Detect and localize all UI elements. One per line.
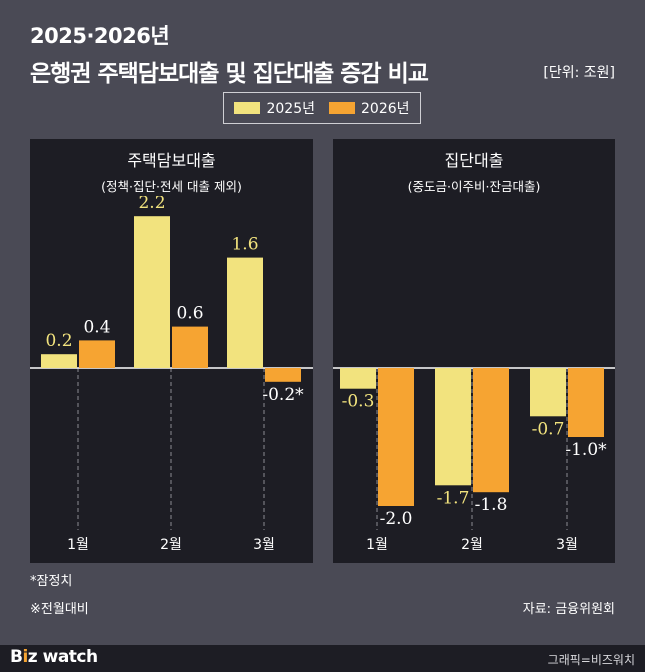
panel-title-group-loan: 집단대출 [444, 151, 504, 170]
legend-item-2026: 2026년 [329, 98, 410, 118]
data-label: 2.2 [138, 193, 165, 213]
bar-2026 [568, 368, 604, 437]
note-provisional: *잠정치 [30, 574, 73, 589]
legend: 2025년 2026년 [223, 92, 421, 124]
data-label: -2.0 [380, 509, 413, 529]
unit-label: [단위: 조원] [543, 65, 615, 81]
bar-2025 [340, 368, 376, 389]
footer-bar: Biz watch 그래픽=비즈워치 [0, 645, 645, 672]
graphic-credit: 그래픽=비즈워치 [547, 653, 635, 667]
data-label: -0.7 [532, 419, 565, 439]
brand-logo: Biz watch [10, 647, 98, 667]
bar-2026 [172, 326, 208, 368]
panel-subtitle-mortgage: (정책·집단·전세 대출 제외) [101, 179, 242, 194]
legend-label-2025: 2025년 [266, 101, 315, 117]
bar-2026 [378, 368, 414, 506]
legend-swatch-2025 [234, 102, 261, 114]
data-label: -1.0* [565, 440, 607, 460]
bar-2025 [530, 368, 566, 417]
data-label: 0.6 [176, 304, 203, 324]
bar-2026 [79, 340, 115, 368]
bar-2026 [473, 368, 509, 493]
data-label: 0.2 [45, 331, 72, 351]
data-label: -0.2* [262, 385, 304, 405]
x-tick-label: 1월 [366, 537, 388, 553]
x-tick-label: 3월 [253, 537, 275, 553]
panel-header-group-loan: 집단대출 (중도금·이주비·잔금대출) [333, 139, 615, 196]
data-label: 1.6 [231, 235, 258, 255]
bar-2025 [41, 354, 77, 368]
source-label: 자료: 금융위원회 [522, 602, 615, 617]
data-label: -1.7 [437, 488, 470, 508]
legend-item-2025: 2025년 [234, 98, 315, 118]
x-tick-label: 3월 [556, 537, 578, 553]
data-label: -0.3 [342, 392, 375, 412]
chart-title-line1: 2025·2026년 [30, 24, 170, 48]
data-label: -1.8 [475, 495, 508, 515]
panel-header-mortgage: 주택담보대출 (정책·집단·전세 대출 제외) [30, 139, 313, 196]
panel-subtitle-group-loan: (중도금·이주비·잔금대출) [407, 179, 541, 194]
note-month-over-month: ※전월대비 [30, 602, 89, 617]
bar-2025 [435, 368, 471, 486]
x-tick-label: 2월 [160, 537, 182, 553]
x-tick-label: 1월 [67, 537, 89, 553]
legend-label-2026: 2026년 [361, 101, 410, 117]
bar-2025 [134, 216, 170, 368]
x-tick-label: 2월 [461, 537, 483, 553]
bar-2025 [227, 257, 263, 368]
chart-title: 은행권 주택담보대출 및 집단대출 증감 비교 [30, 61, 429, 87]
bar-2026 [265, 368, 301, 382]
legend-swatch-2026 [329, 102, 355, 114]
panel-title-mortgage: 주택담보대출 [127, 151, 216, 170]
data-label: 0.4 [83, 317, 110, 337]
